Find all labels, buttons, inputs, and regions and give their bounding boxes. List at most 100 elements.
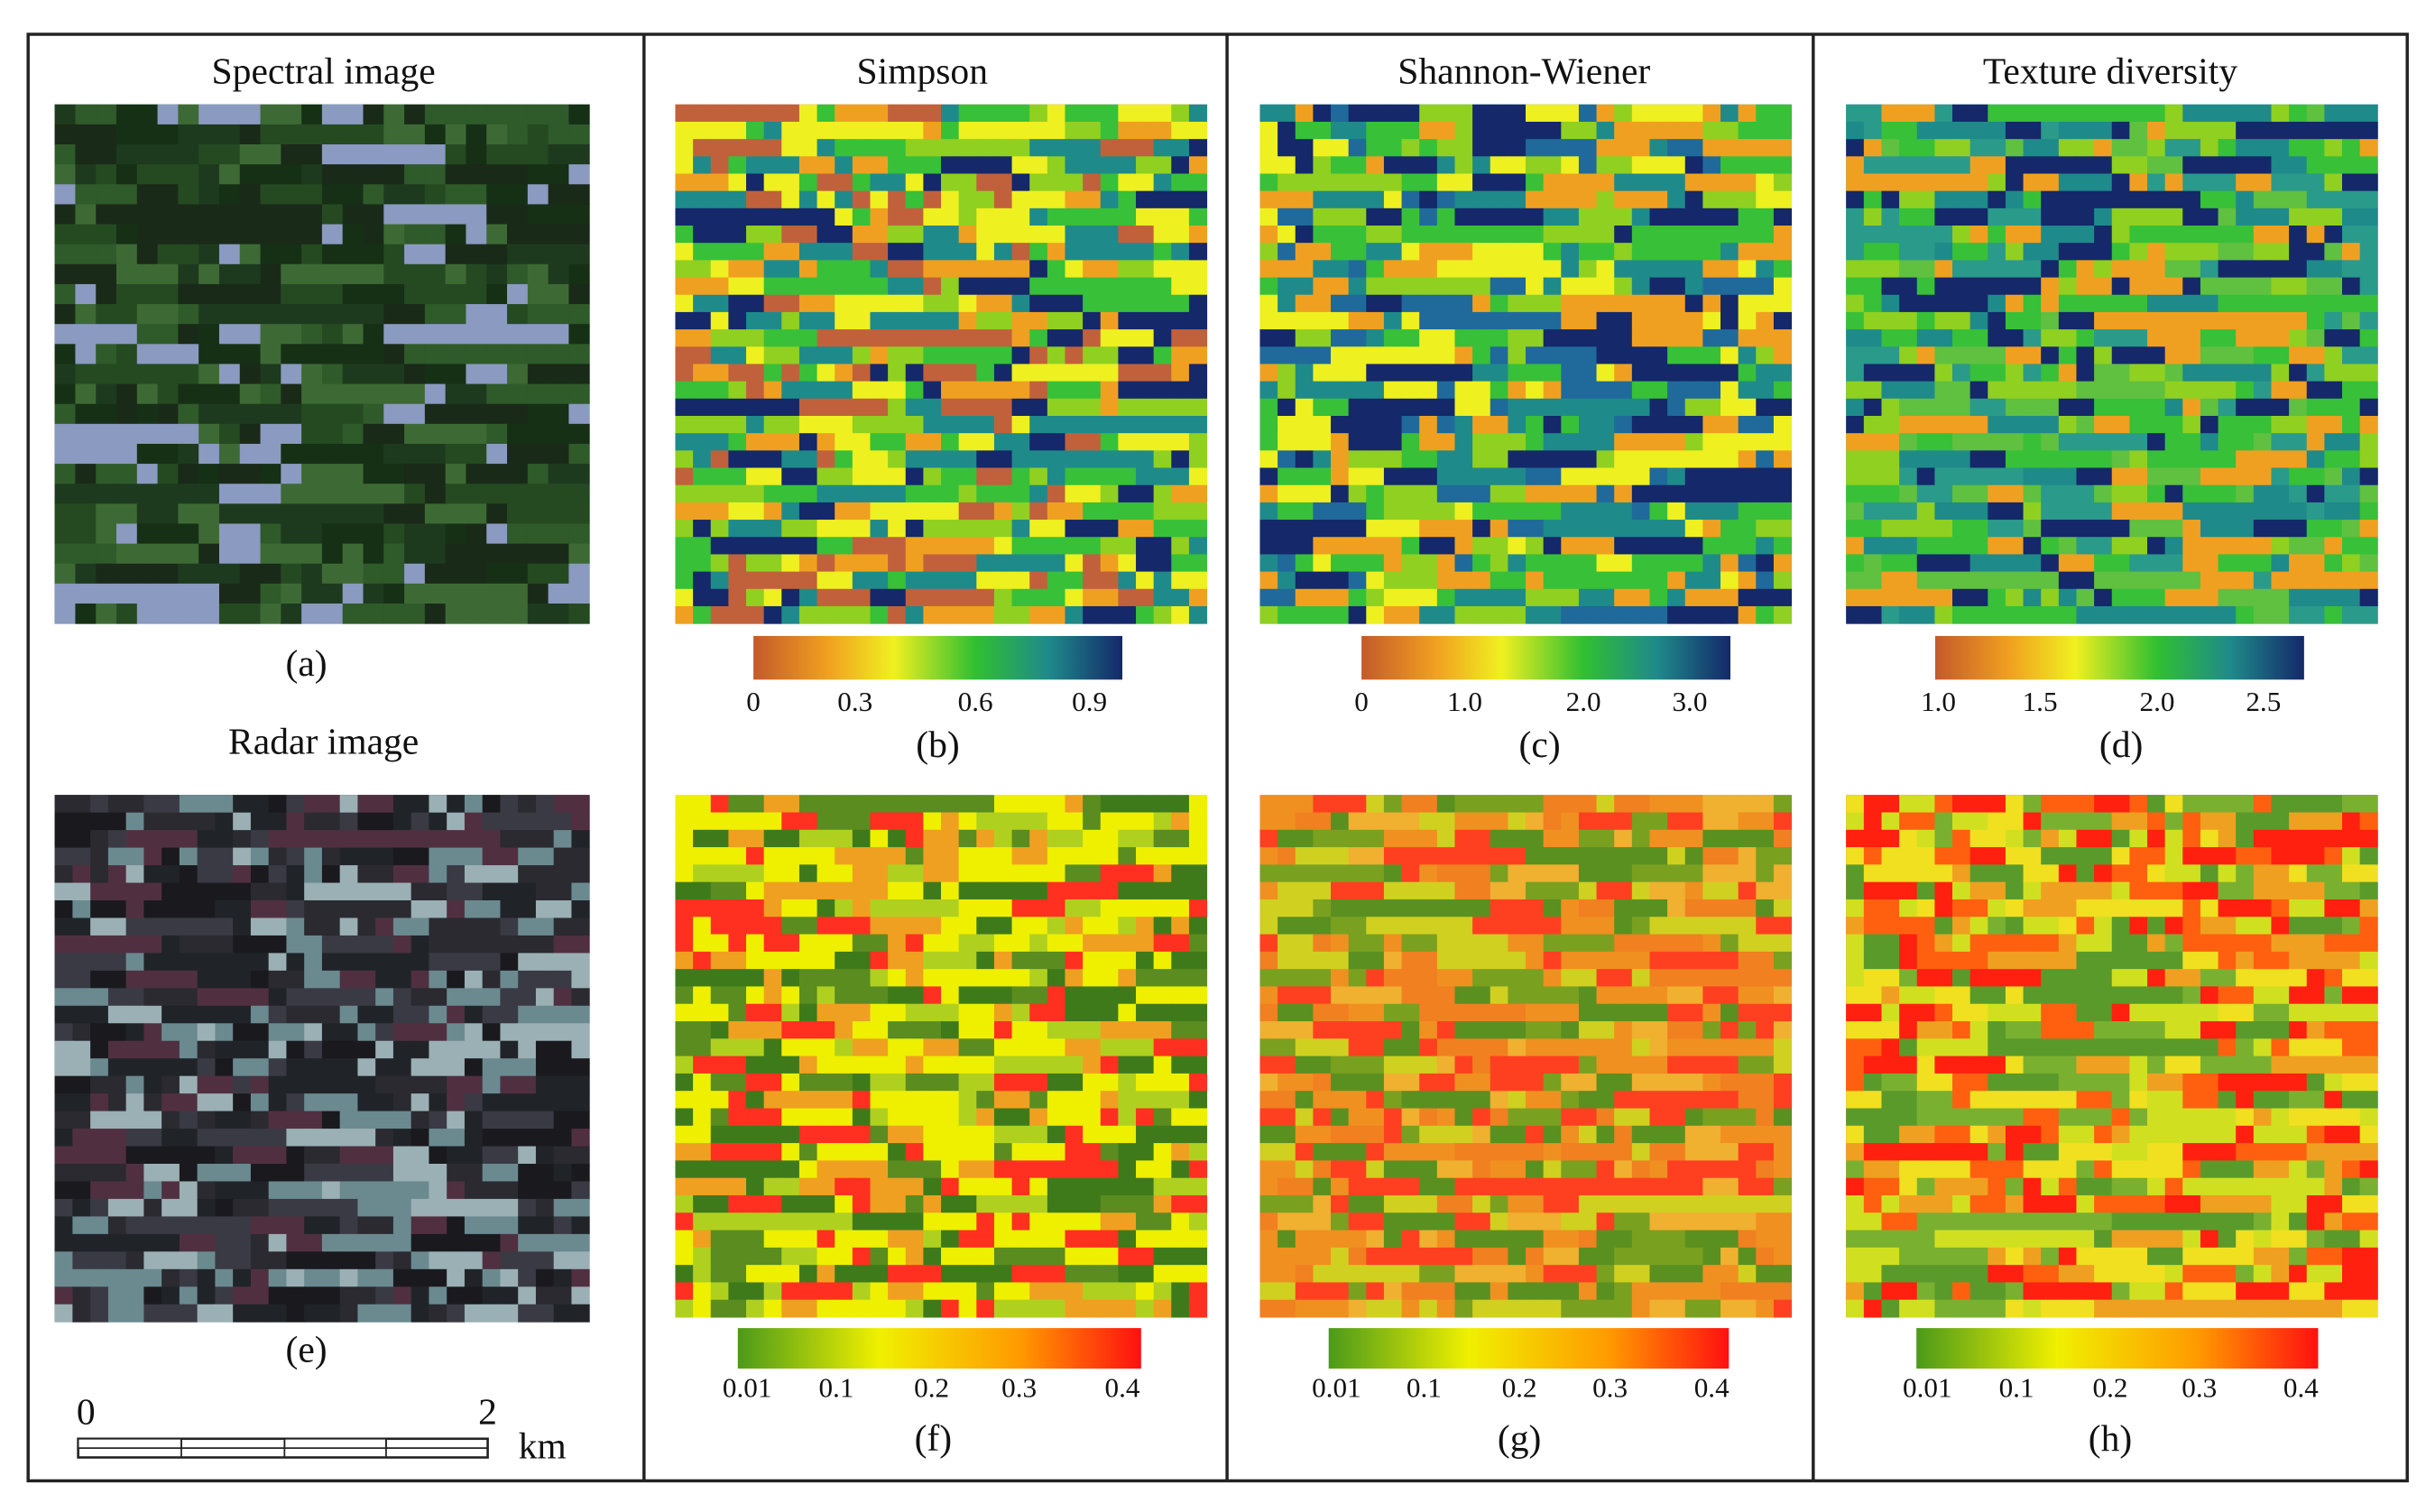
- map-cell: [1508, 969, 1527, 987]
- map-cell: [728, 1265, 747, 1283]
- map-cell: [1490, 207, 1508, 226]
- map-cell: [1419, 1073, 1438, 1092]
- map-cell: [1278, 1073, 1296, 1092]
- map-cell: [363, 583, 384, 604]
- map-cell: [107, 1093, 127, 1112]
- map-cell: [54, 1268, 73, 1287]
- map-cell: [571, 988, 590, 1007]
- map-cell: [1366, 398, 1385, 417]
- map-cell: [1526, 829, 1545, 848]
- map-cell: [107, 1058, 127, 1077]
- map-cell: [798, 1247, 818, 1266]
- map-cell: [905, 1265, 924, 1283]
- map-cell: [976, 346, 995, 364]
- map-cell: [993, 986, 1013, 1005]
- map-cell: [357, 970, 376, 989]
- map-cell: [466, 263, 487, 285]
- map-cell: [763, 537, 782, 555]
- map-cell: [268, 830, 287, 849]
- map-cell: [1454, 1143, 1473, 1161]
- map-cell: [1667, 1091, 1686, 1110]
- map-cell: [816, 1177, 835, 1196]
- map-cell: [1401, 156, 1420, 174]
- map-cell: [852, 1265, 871, 1283]
- map-cell: [1561, 433, 1580, 451]
- map-cell: [1011, 381, 1030, 400]
- map-cell: [1278, 795, 1296, 814]
- map-cell: [1313, 502, 1332, 521]
- map-cell: [1578, 260, 1598, 279]
- map-cell: [1508, 829, 1527, 848]
- map-cell: [1454, 450, 1473, 469]
- map-cell: [763, 311, 782, 330]
- map-cell: [136, 224, 159, 245]
- map-cell: [1631, 605, 1650, 624]
- map-cell: [321, 899, 341, 918]
- map-cell: [1118, 951, 1137, 970]
- map-cell: [1508, 260, 1527, 279]
- map-cell: [675, 502, 694, 521]
- map-cell: [1171, 881, 1190, 900]
- map-cell: [888, 829, 907, 848]
- map-cell: [958, 1091, 977, 1110]
- map-cell: [1153, 1143, 1172, 1161]
- map-cell: [568, 464, 590, 484]
- map-cell: [1720, 934, 1739, 953]
- map-cell: [1366, 1021, 1385, 1039]
- map-cell: [993, 1177, 1013, 1196]
- map-cell: [1011, 1230, 1030, 1249]
- map-cell: [1702, 294, 1721, 313]
- map-cell: [383, 604, 405, 624]
- map-cell: [375, 1216, 394, 1235]
- map-cell: [1508, 1177, 1527, 1196]
- map-cell: [1083, 1247, 1102, 1266]
- map-cell: [710, 1021, 729, 1039]
- map-cell: [466, 364, 487, 385]
- map-cell: [1667, 899, 1686, 917]
- map-cell: [923, 1299, 942, 1318]
- map-cell: [342, 383, 364, 405]
- map-cell: [1011, 104, 1030, 123]
- map-cell: [157, 523, 179, 545]
- map-cell: [993, 467, 1013, 486]
- map-cell: [1153, 260, 1172, 279]
- map-cell: [870, 277, 889, 296]
- map-cell: [1348, 207, 1367, 226]
- map-cell: [1295, 346, 1314, 364]
- map-cell: [675, 398, 694, 417]
- map-cell: [1472, 260, 1491, 279]
- map-cell: [197, 795, 216, 814]
- map-cell: [1596, 502, 1615, 521]
- map-cell: [1331, 260, 1350, 279]
- map-cell: [179, 847, 198, 866]
- map-cell: [852, 1212, 871, 1231]
- map-cell: [90, 1198, 109, 1217]
- map-cell: [218, 543, 241, 565]
- map-cell: [888, 554, 907, 573]
- map-cell: [571, 917, 590, 936]
- map-cell: [1667, 450, 1686, 469]
- map-cell: [798, 1194, 818, 1213]
- map-cell: [710, 1091, 729, 1110]
- map-cell: [375, 988, 394, 1007]
- map-cell: [339, 1198, 358, 1217]
- map-cell: [1720, 795, 1739, 814]
- map-cell: [1773, 104, 1793, 123]
- map-cell: [1136, 588, 1155, 607]
- map-cell: [116, 443, 138, 465]
- map-cell: [1684, 207, 1703, 226]
- map-cell: [1383, 554, 1403, 573]
- map-cell: [1188, 847, 1208, 865]
- map-cell: [1313, 1021, 1332, 1039]
- map-cell: [486, 104, 508, 125]
- map-cell: [75, 204, 97, 226]
- map-cell: [1348, 329, 1367, 347]
- map-cell: [321, 1040, 341, 1059]
- map-cell: [1011, 520, 1030, 538]
- map-cell: [1011, 1125, 1030, 1144]
- map-cell: [816, 207, 835, 226]
- map-cell: [1083, 1125, 1102, 1144]
- map-cell: [816, 1073, 835, 1092]
- map-cell: [1047, 1212, 1065, 1231]
- map-cell: [179, 1146, 198, 1165]
